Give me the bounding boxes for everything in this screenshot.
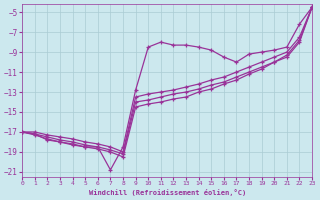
X-axis label: Windchill (Refroidissement éolien,°C): Windchill (Refroidissement éolien,°C) [89, 189, 246, 196]
